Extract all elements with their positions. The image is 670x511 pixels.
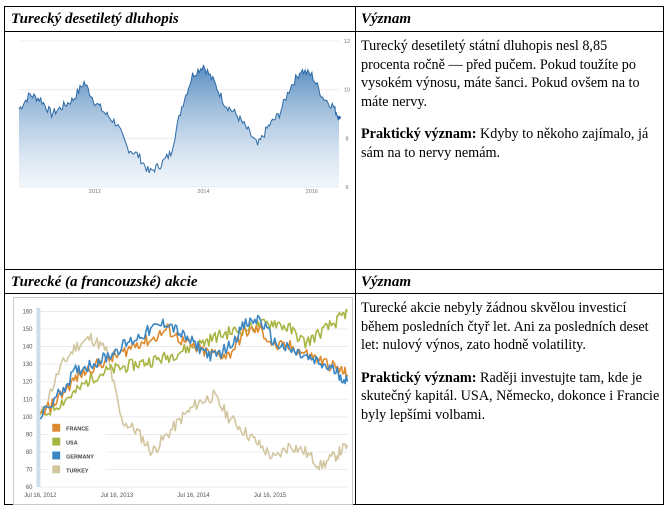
y-tick-label: 150: [23, 327, 34, 333]
y-tick-label: 12: [344, 39, 350, 45]
x-tick-label: 2016: [306, 189, 318, 195]
y-tick-label: 80: [26, 450, 33, 456]
y-tick-label: 10: [344, 88, 350, 94]
legend: FRANCE USA GERMANY TURKEY: [48, 422, 106, 485]
legend-swatch-turkey: [52, 465, 61, 474]
practical-label-2: Praktický význam:: [361, 369, 477, 386]
legend-label-usa: USA: [66, 441, 78, 447]
bond-meaning-text: Turecký desetiletý státní dluhopis nesl …: [361, 37, 659, 176]
series-line-germany: [39, 314, 349, 420]
x-tick-label: Jul 16, 2015: [254, 493, 287, 499]
column-divider: [355, 7, 356, 504]
bond-practical-text: Kdyby to někoho zajímalo, já sám na to n…: [361, 126, 649, 161]
x-tick-label: 2012: [89, 189, 101, 195]
practical-label: Praktický význam:: [361, 126, 477, 142]
y-tick-label: 6: [345, 185, 348, 191]
yield-area: [19, 65, 339, 187]
legend-swatch-france: [52, 423, 61, 432]
x-tick-label: 2014: [197, 189, 209, 195]
stocks-header: Turecké (a francouzské) akcie: [11, 274, 198, 290]
x-tick-label: Jul 16, 2014: [177, 493, 210, 499]
stocks-meaning-paragraph: Turecké akcie nebyly žádnou skvělou inve…: [361, 300, 649, 353]
y-tick-label: 60: [26, 485, 33, 491]
y-tick-label: 120: [23, 380, 34, 386]
y-tick-label: 70: [26, 468, 33, 474]
bond-header: Turecký desetiletý dluhopis: [11, 11, 179, 27]
row-divider: [5, 269, 663, 270]
meaning-header: Význam: [361, 11, 412, 27]
y-tick-label: 8: [345, 136, 348, 142]
range-bar: [36, 307, 41, 488]
x-tick-label: Jul 16, 2013: [101, 493, 134, 499]
y-tick-label: 110: [23, 397, 33, 403]
legend-label-turkey: TURKEY: [66, 468, 89, 474]
last-yield-point: [337, 115, 341, 120]
x-tick-label: Jul 16, 2012: [24, 493, 56, 499]
bond-meaning-paragraph: Turecký desetiletý státní dluhopis nesl …: [361, 38, 640, 110]
y-tick-label: 100: [23, 415, 34, 421]
meaning-header-2: Význam: [361, 274, 412, 290]
stocks-meaning-text: Turecké akcie nebyly žádnou skvělou inve…: [361, 299, 661, 438]
yield-line: [18, 64, 340, 174]
stocks-practical-paragraph: Praktický význam: Raději investujte tam,…: [361, 369, 661, 425]
stocks-practical-text: Raději investujte tam, kde je skutečný k…: [361, 369, 660, 423]
row-divider: [5, 293, 663, 294]
legend-swatch-germany: [52, 451, 61, 460]
legend-swatch-usa: [52, 437, 61, 446]
legend-label-france: FRANCE: [66, 427, 89, 433]
y-tick-label: 130: [23, 362, 34, 368]
y-tick-label: 140: [23, 345, 34, 351]
bond-yield-chart: 2012 2014 2016 12 10 8 6: [18, 39, 350, 195]
row-divider: [5, 31, 663, 32]
bond-practical-paragraph: Praktický význam: Kdyby to někoho zajíma…: [361, 125, 659, 162]
legend-label-germany: GERMANY: [66, 454, 94, 460]
series-line-turkey: [39, 332, 349, 471]
comparison-table: Turecký desetiletý dluhopis Význam 2012 2…: [4, 6, 664, 505]
y-tick-label: 160: [23, 309, 34, 315]
stock-index-chart: 160 150 140 130 120 110 100 90 80 70 60 Jul 16, 201…: [13, 297, 353, 505]
y-tick-label: 90: [26, 432, 33, 438]
